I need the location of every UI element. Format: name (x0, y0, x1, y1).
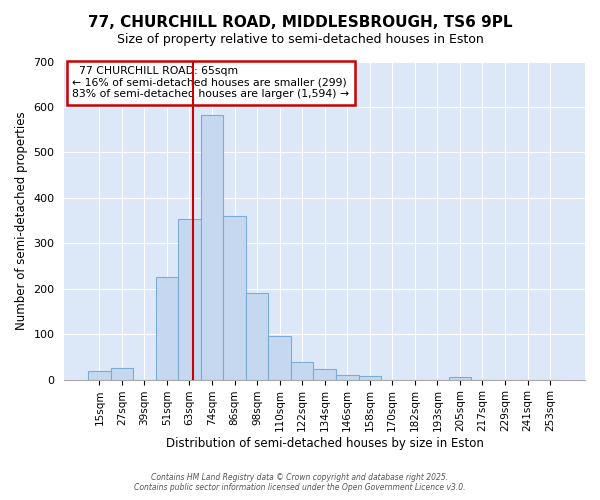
Bar (110, 368, 133, 380)
Bar (88, 372, 110, 380)
Bar (155, 278, 178, 380)
Text: 77, CHURCHILL ROAD, MIDDLESBROUGH, TS6 9PL: 77, CHURCHILL ROAD, MIDDLESBROUGH, TS6 9… (88, 15, 512, 30)
Bar (313, 369, 336, 380)
Bar (291, 362, 313, 380)
Bar (359, 376, 381, 380)
Y-axis label: Number of semi-detached properties: Number of semi-detached properties (15, 111, 28, 330)
Bar (268, 336, 291, 380)
Bar (246, 294, 268, 380)
Text: 77 CHURCHILL ROAD: 65sqm
← 16% of semi-detached houses are smaller (299)
83% of : 77 CHURCHILL ROAD: 65sqm ← 16% of semi-d… (72, 66, 349, 100)
Bar (223, 216, 246, 380)
Bar (178, 219, 201, 380)
Bar (449, 378, 471, 380)
X-axis label: Distribution of semi-detached houses by size in Eston: Distribution of semi-detached houses by … (166, 437, 484, 450)
Text: Contains HM Land Registry data © Crown copyright and database right 2025.
Contai: Contains HM Land Registry data © Crown c… (134, 473, 466, 492)
Bar (336, 375, 359, 380)
Bar (201, 115, 223, 380)
Text: Size of property relative to semi-detached houses in Eston: Size of property relative to semi-detach… (116, 32, 484, 46)
